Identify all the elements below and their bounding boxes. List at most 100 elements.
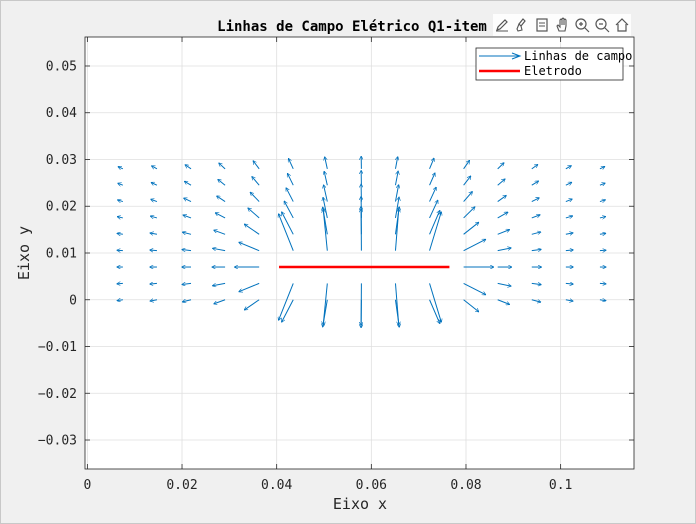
field-arrow [463, 222, 479, 235]
field-arrow [183, 215, 192, 219]
field-arrow [182, 250, 192, 251]
field-arrow [463, 160, 470, 170]
y-tick-label: 0 [69, 293, 77, 308]
field-arrow [323, 283, 328, 325]
field-arrow [394, 157, 397, 169]
field-arrow [244, 299, 260, 310]
field-arrow [463, 207, 475, 219]
field-arrow [565, 199, 572, 201]
field-arrow [150, 216, 158, 218]
field-arrow [151, 183, 158, 186]
field-arrow [117, 217, 123, 218]
field-arrow [215, 213, 226, 219]
x-tick-label: 0.04 [261, 478, 292, 493]
field-arrow [323, 207, 328, 235]
field-arrow [250, 192, 260, 202]
field-arrow [288, 159, 294, 170]
field-arrow [214, 299, 226, 304]
field-arrow [279, 214, 294, 251]
home-icon[interactable] [613, 15, 631, 35]
field-arrow [284, 201, 294, 219]
field-arrow [213, 282, 226, 285]
axis-ticks: 0 0.02 0.04 0.06 0.08 0.1 −0.03 −0.02 −0.01 0 0.01… [38, 37, 634, 493]
field-arrow [185, 165, 192, 170]
field-arrow [213, 248, 226, 252]
field-arrow [463, 299, 479, 312]
field-arrow [118, 183, 124, 185]
field-arrow [279, 283, 294, 320]
field-arrow [565, 283, 573, 284]
field-arrow [150, 283, 157, 284]
field-arrow [531, 198, 540, 203]
y-tick-label: 0.04 [46, 106, 77, 121]
field-arrow [218, 179, 226, 186]
legend-box [475, 47, 624, 81]
y-tick-label: −0.03 [38, 434, 77, 449]
field-arrow [429, 173, 435, 186]
field-arrow [184, 181, 192, 186]
field-arrow [565, 182, 572, 185]
field-arrow [429, 187, 437, 202]
field-arrow [497, 299, 510, 305]
field-arrow [117, 300, 123, 301]
legend[interactable]: Linhas de campo Eletrodo [475, 47, 632, 81]
edit-icon[interactable] [493, 15, 511, 35]
field-arrow [599, 200, 605, 202]
field-arrow [219, 163, 226, 170]
field-arrow [324, 185, 328, 202]
field-arrow [323, 197, 328, 219]
field-arrow [118, 167, 124, 169]
y-axis-label: Eixo y [15, 226, 33, 280]
field-arrow [497, 282, 511, 286]
field-arrow [252, 177, 260, 186]
field-arrow [599, 217, 606, 218]
y-tick-label: −0.02 [38, 387, 77, 402]
field-arrow [325, 157, 328, 169]
field-arrow [394, 283, 398, 325]
field-arrow [150, 233, 158, 234]
x-axis-label: Eixo x [333, 495, 387, 513]
x-tick-label: 0 [83, 478, 91, 493]
pan-icon[interactable] [553, 15, 571, 35]
legend-entry-electrode: Eletrodo [524, 64, 582, 78]
field-arrow [150, 250, 157, 251]
zoom-out-icon[interactable] [593, 15, 611, 35]
field-arrow [565, 166, 571, 170]
field-arrow [239, 282, 260, 291]
field-arrow [282, 299, 294, 322]
field-arrow [463, 176, 471, 186]
field-arrow [182, 300, 192, 302]
field-arrow [497, 179, 505, 186]
field-arrow [429, 212, 442, 251]
axes-toolbar [493, 14, 631, 36]
field-arrow [463, 282, 486, 294]
y-tick-label: 0.03 [46, 153, 77, 168]
field-arrow [497, 163, 504, 170]
field-arrow [599, 233, 606, 234]
y-tick-label: −0.01 [38, 340, 77, 355]
field-arrow [497, 195, 507, 202]
field-arrow [182, 232, 192, 234]
field-arrow [429, 200, 438, 219]
field-arrow [244, 224, 260, 235]
field-arrow [287, 173, 294, 186]
field-arrow [429, 283, 442, 322]
field-arrow [531, 164, 538, 170]
field-arrow [151, 199, 158, 201]
grid-lines [85, 37, 634, 469]
field-arrow [497, 212, 508, 219]
field-arrow [565, 233, 573, 234]
field-arrow [463, 192, 473, 202]
field-arrow [324, 171, 328, 186]
field-arrow [531, 283, 542, 284]
field-arrow [565, 300, 573, 301]
field-arrow [565, 250, 573, 251]
datatip-icon[interactable] [533, 15, 551, 35]
field-arrow [150, 300, 158, 301]
zoom-in-icon[interactable] [573, 15, 591, 35]
field-arrow [394, 207, 399, 235]
field-arrow [531, 181, 539, 186]
brush-icon[interactable] [513, 15, 531, 35]
field-arrow [184, 198, 192, 203]
